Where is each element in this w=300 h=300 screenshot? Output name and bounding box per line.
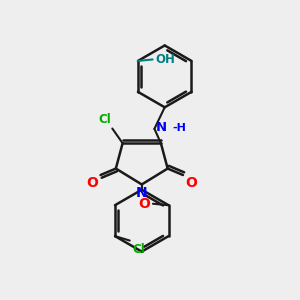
Text: O: O [185, 176, 197, 190]
Text: O: O [86, 176, 98, 190]
Text: OH: OH [156, 53, 176, 66]
Text: N: N [156, 121, 167, 134]
Text: -H: -H [173, 123, 187, 133]
Text: N: N [136, 186, 148, 200]
Text: Cl: Cl [98, 113, 111, 126]
Text: O: O [138, 197, 150, 211]
Text: Cl: Cl [133, 243, 146, 256]
